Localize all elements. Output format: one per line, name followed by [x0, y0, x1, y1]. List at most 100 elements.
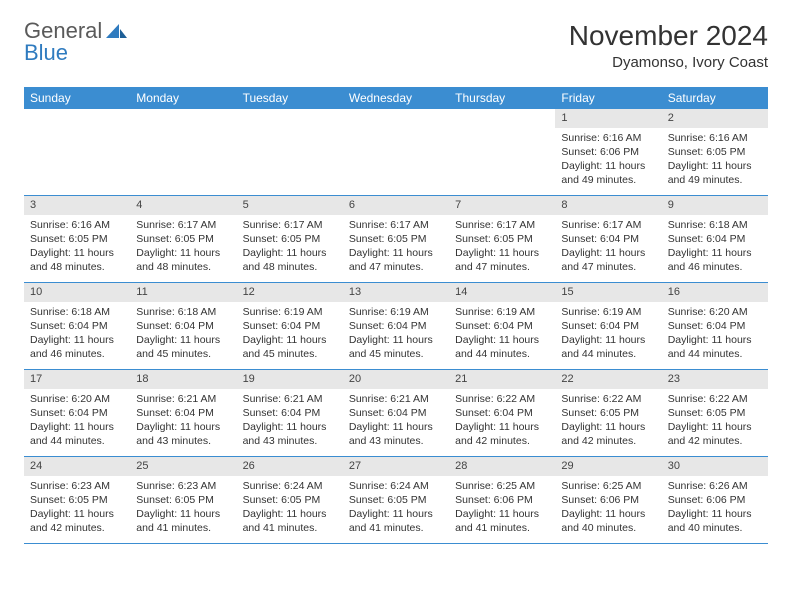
- day-number: 28: [449, 457, 555, 476]
- daylight-line: Daylight: 11 hours and 49 minutes.: [668, 159, 762, 187]
- weekday-header: Monday: [130, 87, 236, 109]
- daylight-line: Daylight: 11 hours and 45 minutes.: [136, 333, 230, 361]
- day-number: 1: [555, 109, 661, 128]
- weekday-header: Saturday: [662, 87, 768, 109]
- day-number: 3: [24, 196, 130, 215]
- sunset-line: Sunset: 6:06 PM: [561, 493, 655, 507]
- day-cell: 4Sunrise: 6:17 AMSunset: 6:05 PMDaylight…: [130, 196, 236, 282]
- day-cell: 13Sunrise: 6:19 AMSunset: 6:04 PMDayligh…: [343, 283, 449, 369]
- location-label: Dyamonso, Ivory Coast: [569, 54, 768, 71]
- sunrise-line: Sunrise: 6:25 AM: [455, 479, 549, 493]
- day-number: 20: [343, 370, 449, 389]
- week-row: 24Sunrise: 6:23 AMSunset: 6:05 PMDayligh…: [24, 457, 768, 544]
- empty-cell: [24, 109, 130, 195]
- day-cell: 16Sunrise: 6:20 AMSunset: 6:04 PMDayligh…: [662, 283, 768, 369]
- day-cell: 7Sunrise: 6:17 AMSunset: 6:05 PMDaylight…: [449, 196, 555, 282]
- sunrise-line: Sunrise: 6:17 AM: [349, 218, 443, 232]
- day-body: Sunrise: 6:16 AMSunset: 6:06 PMDaylight:…: [555, 128, 661, 194]
- day-body: Sunrise: 6:17 AMSunset: 6:05 PMDaylight:…: [130, 215, 236, 281]
- day-cell: 30Sunrise: 6:26 AMSunset: 6:06 PMDayligh…: [662, 457, 768, 543]
- day-body: Sunrise: 6:21 AMSunset: 6:04 PMDaylight:…: [343, 389, 449, 455]
- week-row: 10Sunrise: 6:18 AMSunset: 6:04 PMDayligh…: [24, 283, 768, 370]
- week-row: 17Sunrise: 6:20 AMSunset: 6:04 PMDayligh…: [24, 370, 768, 457]
- day-body: Sunrise: 6:18 AMSunset: 6:04 PMDaylight:…: [662, 215, 768, 281]
- sunrise-line: Sunrise: 6:17 AM: [136, 218, 230, 232]
- day-cell: 2Sunrise: 6:16 AMSunset: 6:05 PMDaylight…: [662, 109, 768, 195]
- empty-cell: [130, 109, 236, 195]
- day-cell: 24Sunrise: 6:23 AMSunset: 6:05 PMDayligh…: [24, 457, 130, 543]
- sunset-line: Sunset: 6:05 PM: [349, 493, 443, 507]
- day-number: 15: [555, 283, 661, 302]
- day-cell: 3Sunrise: 6:16 AMSunset: 6:05 PMDaylight…: [24, 196, 130, 282]
- day-body: Sunrise: 6:17 AMSunset: 6:05 PMDaylight:…: [237, 215, 343, 281]
- day-number: 2: [662, 109, 768, 128]
- weekday-header: Friday: [555, 87, 661, 109]
- daylight-line: Daylight: 11 hours and 44 minutes.: [30, 420, 124, 448]
- day-body: Sunrise: 6:17 AMSunset: 6:05 PMDaylight:…: [449, 215, 555, 281]
- day-cell: 21Sunrise: 6:22 AMSunset: 6:04 PMDayligh…: [449, 370, 555, 456]
- day-body: Sunrise: 6:22 AMSunset: 6:05 PMDaylight:…: [662, 389, 768, 455]
- day-number: 29: [555, 457, 661, 476]
- weekday-header: Tuesday: [237, 87, 343, 109]
- daylight-line: Daylight: 11 hours and 44 minutes.: [455, 333, 549, 361]
- day-cell: 22Sunrise: 6:22 AMSunset: 6:05 PMDayligh…: [555, 370, 661, 456]
- day-number: 7: [449, 196, 555, 215]
- sunset-line: Sunset: 6:04 PM: [349, 319, 443, 333]
- day-cell: 14Sunrise: 6:19 AMSunset: 6:04 PMDayligh…: [449, 283, 555, 369]
- day-cell: 6Sunrise: 6:17 AMSunset: 6:05 PMDaylight…: [343, 196, 449, 282]
- day-body: Sunrise: 6:16 AMSunset: 6:05 PMDaylight:…: [24, 215, 130, 281]
- day-number: 24: [24, 457, 130, 476]
- day-body: Sunrise: 6:18 AMSunset: 6:04 PMDaylight:…: [130, 302, 236, 368]
- daylight-line: Daylight: 11 hours and 41 minutes.: [455, 507, 549, 535]
- sunrise-line: Sunrise: 6:19 AM: [561, 305, 655, 319]
- day-body: Sunrise: 6:21 AMSunset: 6:04 PMDaylight:…: [237, 389, 343, 455]
- sunset-line: Sunset: 6:04 PM: [455, 319, 549, 333]
- sunrise-line: Sunrise: 6:20 AM: [30, 392, 124, 406]
- daylight-line: Daylight: 11 hours and 47 minutes.: [349, 246, 443, 274]
- daylight-line: Daylight: 11 hours and 44 minutes.: [561, 333, 655, 361]
- day-body: Sunrise: 6:23 AMSunset: 6:05 PMDaylight:…: [130, 476, 236, 542]
- daylight-line: Daylight: 11 hours and 46 minutes.: [30, 333, 124, 361]
- day-number: 5: [237, 196, 343, 215]
- daylight-line: Daylight: 11 hours and 47 minutes.: [455, 246, 549, 274]
- day-cell: 19Sunrise: 6:21 AMSunset: 6:04 PMDayligh…: [237, 370, 343, 456]
- day-body: Sunrise: 6:25 AMSunset: 6:06 PMDaylight:…: [449, 476, 555, 542]
- weekday-header-row: Sunday Monday Tuesday Wednesday Thursday…: [24, 87, 768, 109]
- sunrise-line: Sunrise: 6:18 AM: [30, 305, 124, 319]
- sunset-line: Sunset: 6:04 PM: [349, 406, 443, 420]
- day-number: 19: [237, 370, 343, 389]
- day-number: 16: [662, 283, 768, 302]
- day-body: Sunrise: 6:19 AMSunset: 6:04 PMDaylight:…: [343, 302, 449, 368]
- sunset-line: Sunset: 6:04 PM: [668, 232, 762, 246]
- sunrise-line: Sunrise: 6:26 AM: [668, 479, 762, 493]
- sunset-line: Sunset: 6:05 PM: [30, 493, 124, 507]
- daylight-line: Daylight: 11 hours and 48 minutes.: [30, 246, 124, 274]
- logo-word-blue: Blue: [24, 42, 128, 64]
- empty-cell: [343, 109, 449, 195]
- sunset-line: Sunset: 6:05 PM: [668, 406, 762, 420]
- sunrise-line: Sunrise: 6:25 AM: [561, 479, 655, 493]
- sunrise-line: Sunrise: 6:16 AM: [668, 131, 762, 145]
- day-body: Sunrise: 6:26 AMSunset: 6:06 PMDaylight:…: [662, 476, 768, 542]
- sunset-line: Sunset: 6:05 PM: [561, 406, 655, 420]
- sunrise-line: Sunrise: 6:22 AM: [561, 392, 655, 406]
- day-number: 12: [237, 283, 343, 302]
- day-body: Sunrise: 6:20 AMSunset: 6:04 PMDaylight:…: [24, 389, 130, 455]
- day-cell: 15 Sunrise: 6:19 AMSunset: 6:04 PMDayligh…: [555, 283, 661, 369]
- day-number: 6: [343, 196, 449, 215]
- calendar-page: General Blue November 2024 Dyamonso, Ivo…: [0, 0, 792, 564]
- sunset-line: Sunset: 6:04 PM: [561, 319, 655, 333]
- daylight-line: Daylight: 11 hours and 42 minutes.: [30, 507, 124, 535]
- day-body: Sunrise: 6:19 AMSunset: 6:04 PMDaylight:…: [237, 302, 343, 368]
- day-number: 23: [662, 370, 768, 389]
- day-body: Sunrise: 6:22 AMSunset: 6:04 PMDaylight:…: [449, 389, 555, 455]
- day-cell: 11Sunrise: 6:18 AMSunset: 6:04 PMDayligh…: [130, 283, 236, 369]
- calendar-grid: Sunday Monday Tuesday Wednesday Thursday…: [24, 87, 768, 544]
- sunset-line: Sunset: 6:05 PM: [455, 232, 549, 246]
- day-body: Sunrise: 6:19 AMSunset: 6:04 PMDaylight:…: [449, 302, 555, 368]
- day-body: Sunrise: 6:21 AMSunset: 6:04 PMDaylight:…: [130, 389, 236, 455]
- sunset-line: Sunset: 6:05 PM: [136, 493, 230, 507]
- title-block: November 2024 Dyamonso, Ivory Coast: [569, 20, 768, 71]
- day-cell: 29Sunrise: 6:25 AMSunset: 6:06 PMDayligh…: [555, 457, 661, 543]
- sunrise-line: Sunrise: 6:17 AM: [243, 218, 337, 232]
